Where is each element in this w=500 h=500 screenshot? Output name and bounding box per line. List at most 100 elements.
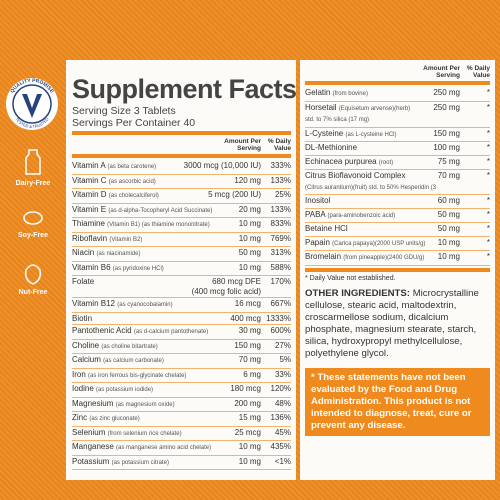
amount-text: 3000 mcg (10,000 IU) [183, 161, 261, 170]
daily-value: 170% [270, 277, 291, 286]
amount-text: 60 mg [437, 196, 460, 205]
amount: 10 mg [237, 457, 261, 469]
ingredient-name: Citrus Bioflavonoid Complex [305, 171, 406, 180]
amount: 16 mcg [233, 299, 261, 311]
divider [72, 154, 291, 158]
ingredient: PABA (para-aminobenzoic acid) [305, 210, 436, 222]
row: Zinc (as zinc gluconate) 15 mg 136% [72, 412, 291, 427]
nut-icon [24, 264, 42, 285]
ingredient: Niacin (as niacinamide) [72, 248, 237, 260]
daily-value: * [486, 171, 490, 180]
divider [72, 131, 291, 135]
header: Amount Per Serving % Daily Value [72, 137, 291, 152]
ingredient-detail: (as iron ferrous bis-glycinate chelate) [88, 372, 187, 379]
row: Selenium (from selenium rice chelate) 25 … [72, 427, 291, 441]
servings: Servings Per Container 40 [72, 117, 196, 129]
ingredient-detail: (Vitamin B2) [109, 236, 143, 243]
daily-value: * [486, 88, 490, 97]
ingredient-detail: (as cyanocobalamin) [117, 302, 173, 308]
ingredient: Selenium (from selenium rice chelate) [72, 428, 233, 440]
amount-text: 10 mg [437, 237, 460, 247]
amount-text: 70 mg [238, 355, 261, 364]
amount: 10 mg [436, 252, 460, 264]
ingredient-detail: (from pineapple)(2400 GDU/g) [343, 255, 425, 261]
ingredient-name: Vitamin C [72, 175, 107, 185]
ingredient: Biotin [72, 314, 228, 324]
row: Potassium (as potassium citrate) 10 mg <1% [72, 456, 291, 470]
daily-value: * [486, 252, 490, 261]
ingredient-detail: (as ascorbic acid) [108, 178, 156, 185]
rows: Gelatin (from bovine) 250 mg * Horsetail (E… [305, 87, 490, 266]
ingredient-name: Inositol [305, 196, 331, 205]
amount: 100 mg [431, 143, 460, 154]
rows: Vitamin A (as beta carotene) 3000 mcg (10… [72, 160, 291, 470]
row: Folate 680 mcg DFE (400 mcg folic acid) 170… [72, 276, 291, 298]
amount-text: 120 mg [234, 175, 261, 185]
daily-value: 133% [270, 175, 291, 185]
ingredient-detail: std. to 7% silica (17 mg) [305, 117, 370, 123]
amount: 75 mg [436, 157, 460, 169]
amount-text: 10 mg [238, 262, 261, 272]
row: Vitamin A (as beta carotene) 3000 mcg (10… [72, 160, 291, 175]
milk-icon [25, 149, 41, 175]
ingredient: Potassium (as potassium citrate) [72, 457, 237, 469]
amount: 200 mg [232, 399, 261, 411]
ingredient: Thiamine (Vitamin B1) (as thiamine monon… [72, 219, 237, 231]
daily-value: * [486, 237, 490, 247]
serving-size: Serving Size 3 Tablets [72, 105, 176, 117]
ingredient: Vitamin B12 (as cyanocobalamin) [72, 299, 233, 311]
daily-value: 435% [270, 442, 291, 451]
daily-value: 667% [270, 299, 291, 308]
ingredient-name: Riboflavin [72, 233, 108, 243]
amount-text: 15 mg [238, 413, 261, 422]
amount-text: 150 mg [433, 128, 460, 138]
row: Magnesium (as magnesium oxide) 200 mg 48% [72, 398, 291, 412]
ingredient-name: Gelatin [305, 88, 331, 97]
amount: 25 mcg [233, 428, 261, 440]
ingredient: Gelatin (from bovine) [305, 88, 431, 100]
ingredient-detail: (as zinc gluconate) [89, 416, 140, 422]
ingredient: Vitamin D (as cholecalciferol) [72, 190, 206, 202]
badge-strip: QUALITY PROMISE TESTED & TRUSTED Dairy-F… [6, 78, 58, 296]
row: Echinacea purpurea (root) 75 mg * [305, 156, 490, 170]
row: Manganese (as manganese amino acid chela… [72, 441, 291, 456]
amount-text: 50 mg [437, 224, 460, 233]
ingredient-name: DL-Methionine [305, 143, 358, 152]
header-dv: % Daily Value [267, 137, 291, 152]
ingredient: Inositol [305, 196, 436, 207]
ingredient-name: Horsetail [305, 102, 337, 112]
amount-text: 5 mcg (200 IU) [208, 190, 261, 199]
amount-text: 25 mcg [234, 427, 261, 437]
ingredient: Vitamin E (as d-alpha-Tocopheryl Acid Su… [72, 205, 237, 217]
amount-text: 10 mg [238, 442, 261, 451]
amount: 70 mg [237, 355, 261, 367]
icons [23, 149, 43, 285]
amount-text: 16 mcg [234, 299, 261, 308]
ingredient: Iron (as iron ferrous bis-glycinate chel… [72, 370, 241, 382]
ingredient-detail: (Citrus aurantium)(fruit) std. to 50% He… [305, 184, 436, 191]
ingredient-name: Bromelain [305, 252, 342, 261]
amount: 30 mg [237, 326, 261, 338]
daily-value: 27% [274, 340, 291, 350]
amount-text: 10 mg [238, 456, 261, 466]
ingredient: Choline (as choline bitartrate) [72, 341, 232, 353]
ingredient-name: Zinc [72, 413, 88, 422]
daily-value: * [486, 102, 490, 112]
ingredient-name: Iodine [72, 384, 94, 393]
header-amount: Amount Per Serving [423, 64, 460, 79]
ingredient-detail: (as pyridoxine HCl) [112, 265, 164, 272]
ingredient-detail: (as potassium iodide) [96, 387, 154, 393]
ingredient: Magnesium (as magnesium oxide) [72, 399, 232, 411]
ingredient-name: Niacin [72, 248, 95, 257]
amount-text: 150 mg [234, 340, 261, 350]
daily-value: 588% [270, 262, 291, 272]
amount-text: 50 mg [437, 209, 460, 219]
amount-text: 30 mg [238, 326, 261, 335]
daily-value: * [486, 224, 490, 233]
ingredient-detail: (as L-cysteine HCl) [345, 131, 397, 138]
daily-value: <1% [274, 456, 291, 466]
row: Papain (Carica papaya)(2000 USP units/g)… [305, 237, 490, 251]
amount: 150 mg [232, 341, 261, 353]
amount: 150 mg [431, 129, 460, 141]
ingredient-detail: (as manganese amino acid chelate) [116, 445, 212, 451]
